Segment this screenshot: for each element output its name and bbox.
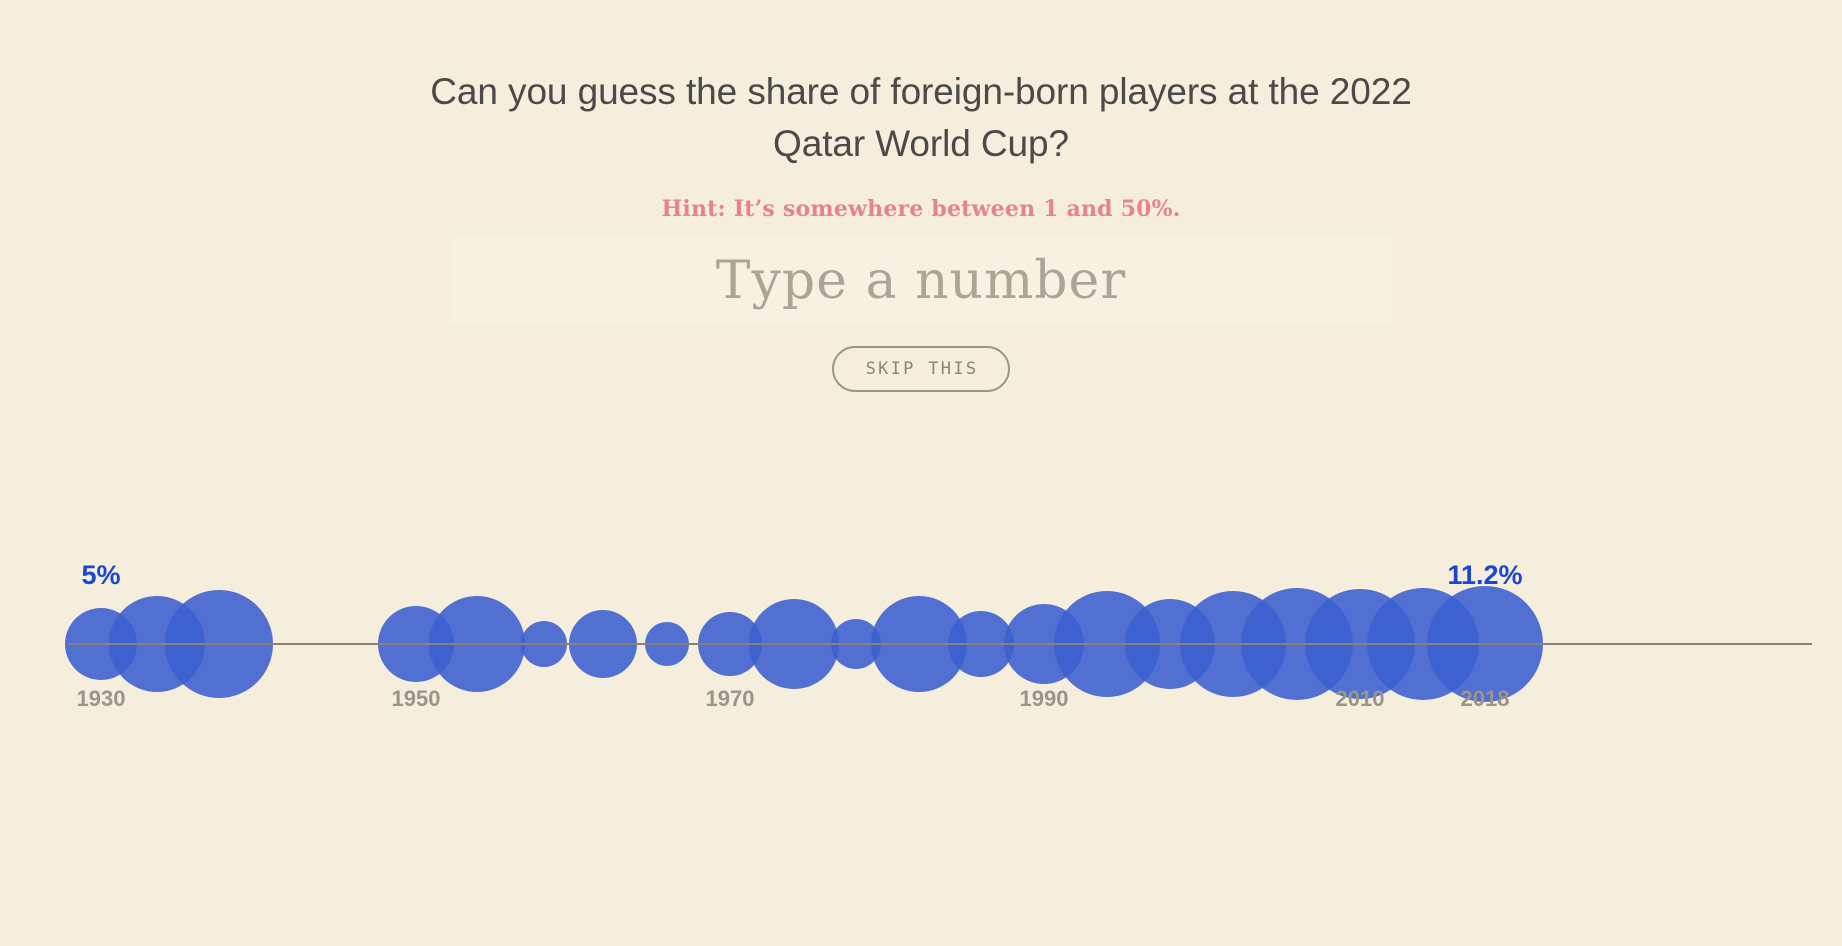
- axis-tick-label: 2018: [1461, 686, 1510, 711]
- axis-tick-label: 1990: [1020, 686, 1069, 711]
- guess-input[interactable]: [451, 236, 1391, 325]
- value-annotation: 5%: [81, 560, 120, 590]
- axis-tick-label: 2010: [1336, 686, 1385, 711]
- value-annotations: 5% 11.2%: [81, 560, 1522, 590]
- guess-input-container: [451, 236, 1391, 325]
- axis-tick-label: 1950: [392, 686, 441, 711]
- page-title: Can you guess the share of foreign-born …: [430, 71, 1412, 164]
- value-annotation: 11.2%: [1447, 560, 1522, 590]
- skip-this-button[interactable]: SKIP THIS: [831, 345, 1011, 392]
- chart-canvas: 1930 1950 1970 1990 2010 2018 5% 11.2%: [65, 560, 1812, 711]
- quiz-panel: Can you guess the share of foreign-born …: [0, 0, 1842, 392]
- hint-text: Hint: It’s somewhere between 1 and 50%.: [661, 195, 1181, 222]
- axis-tick-label: 1970: [706, 686, 755, 711]
- axis-tick-labels: 1930 1950 1970 1990 2010 2018: [77, 686, 1510, 711]
- axis-tick-label: 1930: [77, 686, 126, 711]
- bubble-chart: 1930 1950 1970 1990 2010 2018 5% 11.2%: [0, 520, 1842, 850]
